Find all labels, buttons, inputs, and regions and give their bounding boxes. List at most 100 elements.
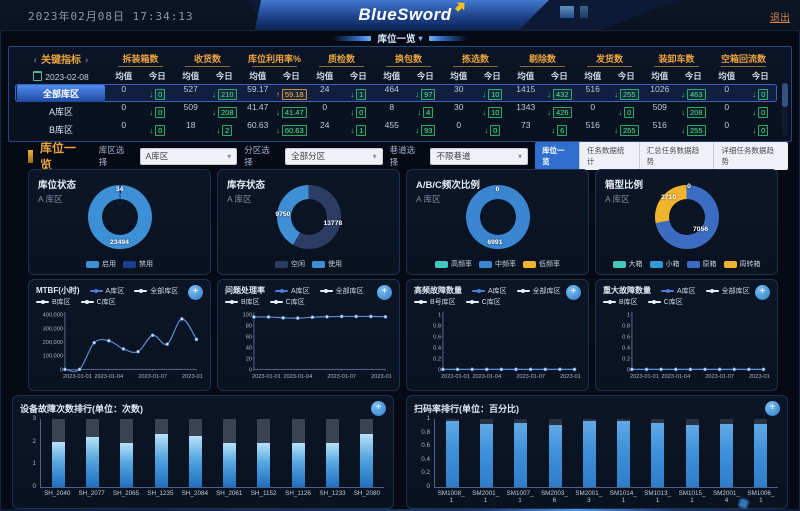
legend-item[interactable]: C库区	[647, 297, 683, 307]
view-tab[interactable]: 任务数据统计	[579, 142, 640, 170]
legend-swatch	[312, 260, 325, 268]
today-cell: ↓ 255	[610, 120, 644, 138]
legend-line-marker	[80, 300, 94, 304]
bar[interactable]	[582, 421, 596, 487]
legend-line-marker	[472, 288, 485, 293]
bar-slot	[350, 419, 384, 487]
bar[interactable]	[548, 425, 562, 487]
next-arrow-icon[interactable]: ›	[85, 54, 89, 66]
avg-value: 59.17	[247, 84, 269, 94]
panel-title: 问题处理率	[225, 286, 265, 295]
bar[interactable]	[445, 421, 459, 487]
filter-select-0[interactable]: A库区 ▾	[139, 147, 238, 165]
y-tick-label: 0.2	[421, 469, 430, 477]
bar[interactable]	[326, 442, 340, 487]
avg-value: 455	[384, 120, 399, 130]
avg-value: 527	[183, 84, 198, 94]
legend-item[interactable]: 全部库区	[516, 286, 561, 296]
today-value: 6	[557, 125, 568, 136]
bar[interactable]	[651, 423, 665, 487]
legend-label: 原箱	[702, 261, 717, 268]
metric-cell: 30 ↓ 10	[442, 102, 509, 120]
expand-button[interactable]: +	[377, 285, 392, 300]
key-indicator-title: 关键指标	[41, 54, 81, 66]
subheader-label: 今日	[349, 70, 367, 81]
warehouse-zone-button[interactable]: 全部库区	[17, 85, 105, 102]
expand-button[interactable]: +	[188, 285, 203, 300]
bar[interactable]	[188, 436, 202, 487]
bar[interactable]	[754, 423, 768, 487]
bar[interactable]	[360, 433, 374, 487]
today-value: 0	[155, 89, 166, 100]
legend-item[interactable]: B号库区	[414, 297, 456, 307]
metric-column-header: 装卸车数	[643, 52, 710, 67]
logout-link[interactable]: 退出	[770, 13, 790, 24]
bar[interactable]	[720, 424, 734, 487]
bar[interactable]	[685, 425, 699, 487]
bar[interactable]	[617, 421, 631, 487]
svg-text:2023-01-01: 2023-01-01	[252, 374, 281, 380]
donut-chart: 0 6991	[465, 185, 530, 249]
legend-item[interactable]: A库区	[661, 286, 696, 296]
bar[interactable]	[154, 433, 168, 487]
legend-dot-icon	[470, 300, 475, 304]
metric-subheader: 均值 今日	[241, 70, 308, 82]
bar[interactable]	[257, 442, 271, 487]
bar[interactable]	[51, 441, 65, 487]
legend-item[interactable]: A库区	[472, 286, 507, 296]
legend-item[interactable]: 全部库区	[705, 286, 750, 296]
view-tab[interactable]: 汇总任务数据趋势	[639, 142, 715, 170]
metric-title: 发货数	[576, 52, 643, 67]
panel-title: A/B/C频次比例	[416, 180, 480, 191]
bar-slot	[744, 419, 778, 487]
filter-select-2[interactable]: 不限巷道 ▾	[430, 147, 529, 165]
table-scrollbar-thumb[interactable]	[782, 83, 788, 108]
arrow-down-icon: ↓	[482, 90, 487, 99]
bar-track	[479, 419, 493, 487]
bar[interactable]	[85, 437, 99, 487]
legend-item[interactable]: B库区	[225, 297, 260, 307]
today-value: 97	[421, 89, 436, 100]
expand-button[interactable]: +	[765, 401, 780, 416]
category-label: SM2001_ 1	[472, 490, 500, 505]
legend-item[interactable]: C库区	[465, 297, 501, 307]
bar[interactable]	[291, 442, 305, 487]
category-label: SM1014_ 1	[609, 490, 637, 505]
arrow-down-icon: ↓	[149, 108, 154, 117]
view-tab[interactable]: 详细任务数据趋势	[714, 142, 789, 170]
nav-decor-left	[333, 35, 372, 41]
bar-slot	[538, 419, 572, 487]
bar[interactable]	[479, 423, 493, 487]
expand-button[interactable]: +	[755, 285, 770, 300]
metric-cell: 0 ↓ 0	[308, 102, 375, 120]
legend-item[interactable]: B库区	[36, 297, 71, 307]
legend-label: A库区	[488, 287, 507, 295]
warehouse-zone-button[interactable]: B库区	[48, 125, 73, 135]
metric-subheader: 均值 今日	[442, 70, 509, 82]
arrow-down-icon: ↓	[211, 108, 216, 117]
filter-select-1[interactable]: 全部分区 ▾	[285, 147, 383, 165]
warehouse-zone-button[interactable]: A库区	[48, 107, 73, 117]
legend-item[interactable]: C库区	[80, 297, 116, 307]
legend-item[interactable]: 全部库区	[134, 286, 178, 296]
prev-arrow-icon[interactable]: ‹	[33, 54, 37, 66]
legend-item[interactable]: A库区	[89, 286, 124, 296]
subheader-label: 今日	[684, 70, 702, 81]
expand-button[interactable]: +	[566, 285, 581, 300]
donut-ring	[87, 185, 152, 249]
bar[interactable]	[514, 423, 528, 487]
expand-button[interactable]: +	[371, 401, 386, 416]
legend-item[interactable]: A库区	[275, 286, 310, 296]
legend-item[interactable]: C库区	[269, 297, 305, 307]
bar[interactable]	[120, 442, 134, 487]
nav-tab-storage-overview[interactable]: 库位一览 ▾	[377, 31, 422, 46]
bar[interactable]	[223, 442, 237, 487]
metric-subheader: 均值 今日	[576, 70, 643, 82]
filter-bar: 库位一览 库区选择 A库区 ▾ 分区选择 全部分区 ▾ 巷道选择 不限巷道 ▾ 库位一览 任务数据…	[28, 141, 789, 172]
view-tab[interactable]: 库位一览	[535, 142, 580, 170]
legend-item[interactable]: 全部库区	[319, 286, 364, 296]
date-cell[interactable]: 2023-02-08	[15, 67, 107, 85]
legend-item[interactable]: B库区	[603, 297, 638, 307]
